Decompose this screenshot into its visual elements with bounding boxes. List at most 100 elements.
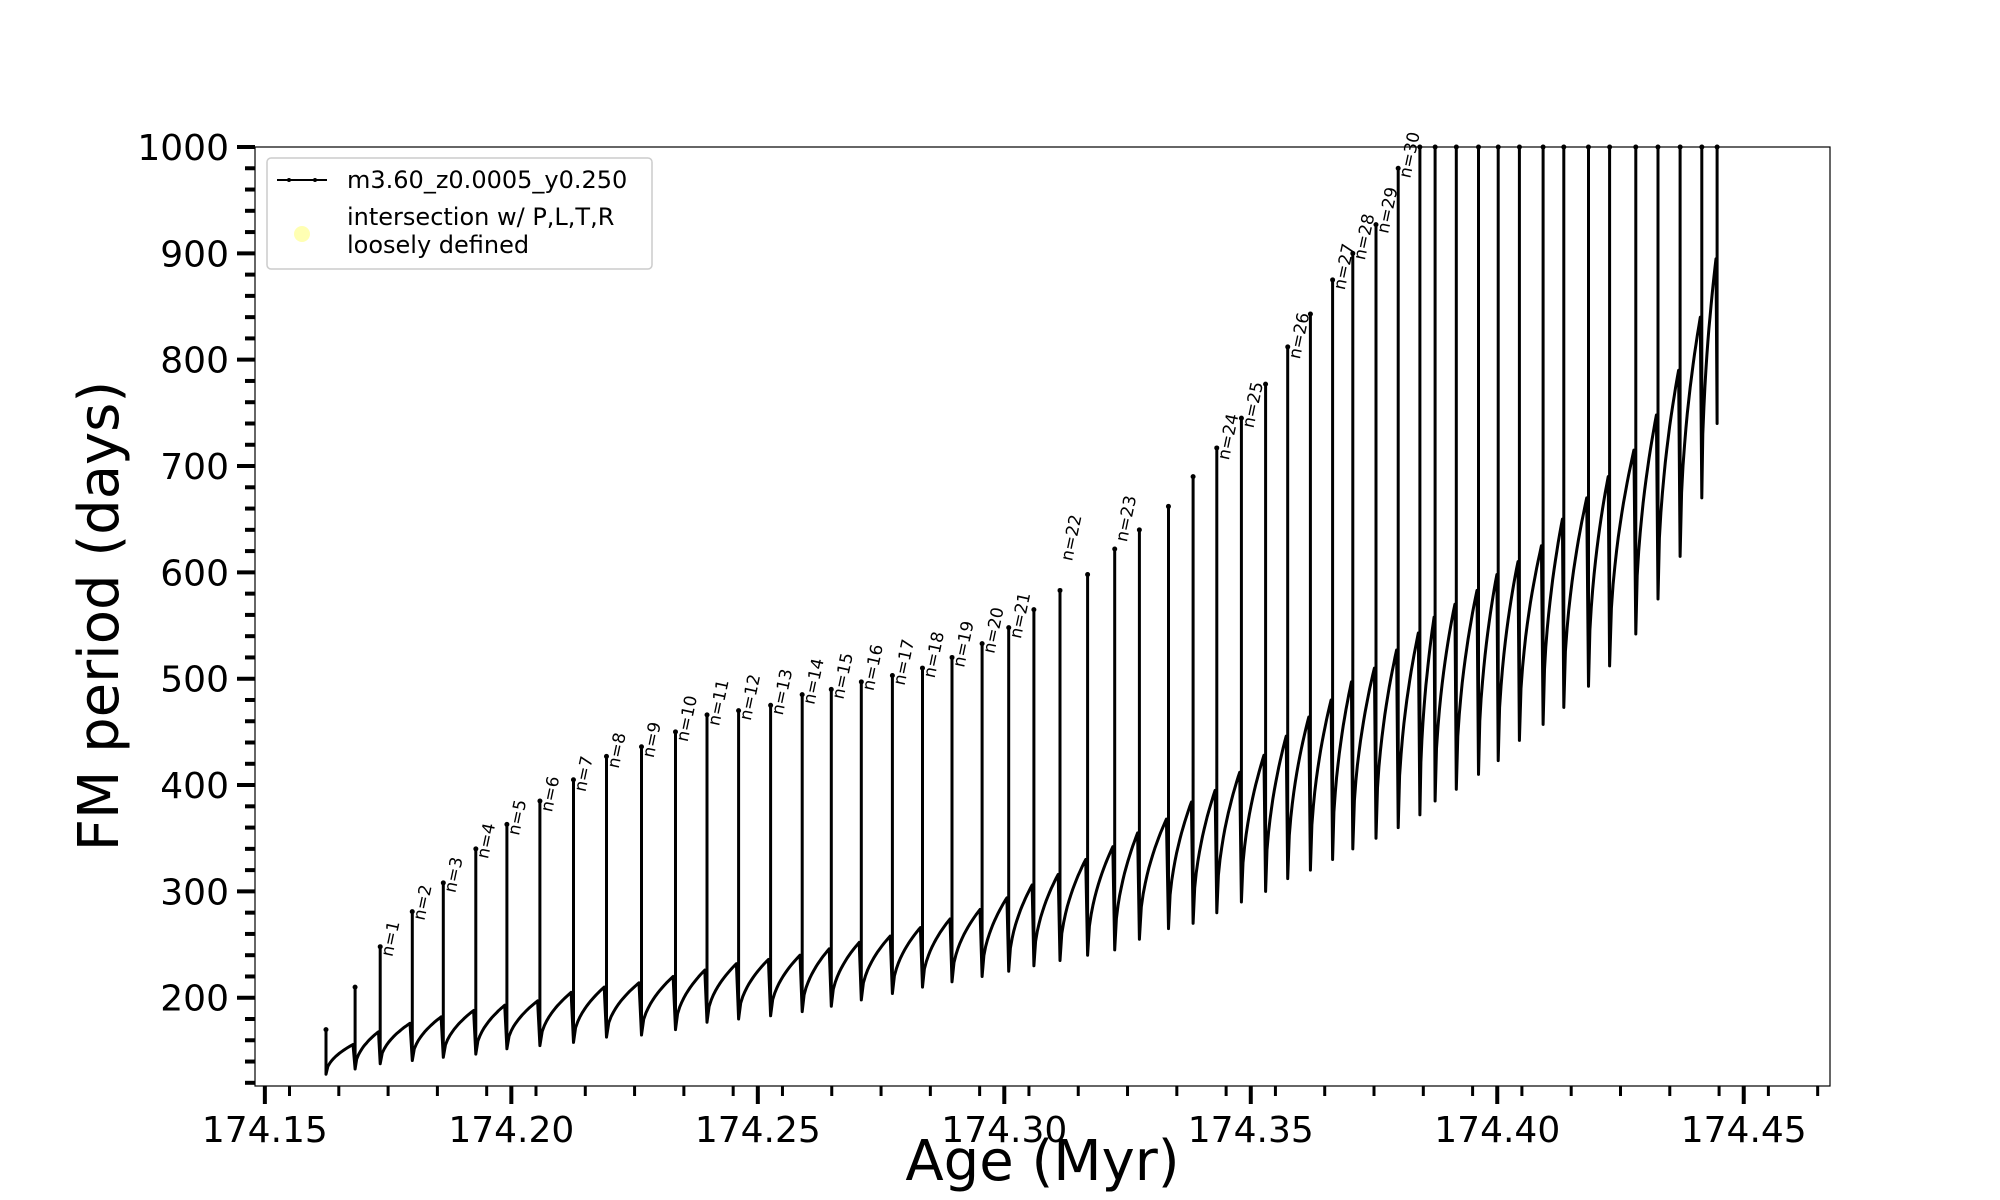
pulse-peak-point [1476,144,1482,150]
legend: m3.60_z0.0005_y0.250 intersection w/ P,L… [266,157,653,270]
pulse-peak-point [1307,311,1313,317]
pulse-peak-point [1395,165,1401,171]
y-axis: 200 300 400 500 600 700 800 900 1000 [137,128,255,1085]
x-tick-label: 174.40 [1434,1110,1560,1151]
pulse-label: n=21 [1006,591,1035,641]
pulse-peak-point [570,777,576,783]
legend-box [266,157,653,270]
pulse-label: n=4 [473,821,500,860]
pulse-peak-point [1432,144,1438,150]
pulse-peak-point [889,673,895,679]
pulse-label: n=12 [736,672,765,722]
pulse-peak-point [1190,474,1196,480]
pulse-label: n=13 [768,667,797,717]
x-tick-label: 174.15 [202,1110,328,1151]
pulse-peak-point [1516,144,1522,150]
pulse-peak-point [504,821,510,827]
legend-line-dot [287,178,291,182]
pulse-peak-point [1165,503,1171,509]
x-tick-label: 174.45 [1681,1110,1807,1151]
pulse-peak-point [638,744,644,750]
pulse-peak-point [704,712,710,718]
pulse-label: n=7 [571,754,598,793]
pulse-peak-point [377,944,383,950]
pulse-peak-point [409,909,415,915]
pulse-peak-point [1112,546,1118,552]
y-tick-label: 900 [160,234,229,275]
pulse-peak-point [828,686,834,692]
pulse-peak-point [1373,222,1379,228]
y-axis-title: FM period (days) [67,381,132,851]
pulse-label: n=14 [800,657,829,707]
pulse-peak-point [1057,587,1063,593]
pulse-peak-point [440,880,446,886]
pulse-peak-point [1031,607,1037,613]
pulse-peak-point [672,729,678,735]
x-tick-label: 174.30 [941,1110,1067,1151]
pulse-label: n=17 [890,637,919,687]
pulse-peak-point [1417,144,1423,150]
pulse-peak-point [736,708,742,714]
pulse-label: n=20 [979,605,1008,655]
pulse-peak-point [1214,445,1220,451]
x-axis: 174.15 174.20 174.25 174.30 174.35 174.40 174.… [202,1086,1820,1151]
y-tick-label: 800 [160,341,229,382]
pulse-peak-point [1285,344,1291,350]
pulse-label: n=2 [410,883,437,922]
series-line [324,145,1719,1076]
pulse-peak-point [1453,144,1459,150]
pulse-label: n=23 [1112,494,1141,544]
legend-label-series: m3.60_z0.0005_y0.250 [347,166,627,194]
y-tick-label: 700 [160,447,229,488]
y-tick-label: 600 [160,553,229,594]
y-tick-label: 400 [160,766,229,807]
pulse-peak-point [1699,144,1705,150]
pulse-label: n=15 [829,651,858,701]
legend-label-intersection: intersection w/ P,L,T,R [347,203,614,231]
pulse-label: n=18 [920,630,949,680]
pulse-label: n=24 [1214,412,1243,462]
pulse-peak-point [1607,144,1613,150]
y-tick-label: 1000 [137,128,229,169]
pulse-label: n=16 [859,643,888,693]
x-axis-title: Age (Myr) [905,1129,1179,1194]
legend-label-intersection-line2: loosely defined [347,231,529,259]
x-tick-label: 174.20 [448,1110,574,1151]
pulse-label: n=6 [537,775,564,814]
pulse-peak-point [1136,527,1142,533]
pulse-peak-point [352,984,358,990]
pulse-peak-point [919,665,925,671]
plot-area [254,146,1831,1087]
pulse-label: n=19 [949,619,978,669]
y-tick-label: 200 [160,979,229,1020]
pulse-peak-point [473,846,479,852]
pulse-peak-point [768,702,774,708]
pulse-label: n=9 [639,720,666,759]
pulse-label: n=22 [1057,513,1086,563]
pulse-peak-point [1561,144,1567,150]
x-tick-label: 174.35 [1188,1110,1314,1151]
pulse-peak-point [1633,144,1639,150]
pulse-peak-point [1655,144,1661,150]
pulse-label: n=1 [378,919,405,958]
pulse-peak-point [949,654,955,660]
pulse-label: n=11 [704,678,733,728]
pulse-peak-point [1495,144,1501,150]
pulse-label: n=5 [504,798,531,837]
pulse-peak-point [1540,144,1546,150]
pulse-peak-point [979,641,985,647]
pulse-peak-point [1085,571,1091,577]
pulse-peak-point [1330,277,1336,283]
pulse-peak-point [799,692,805,698]
pulse-peak-point [603,753,609,759]
y-tick-label: 500 [160,660,229,701]
pulse-peak-point [323,1027,329,1033]
pulse-peak-point [1350,250,1356,256]
pulse-peak-point [1006,625,1012,631]
pulse-peak-point [1677,144,1683,150]
pulse-label: n=10 [673,694,702,744]
y-tick-label: 300 [160,872,229,913]
pulse-peak-point [1263,381,1269,387]
pulse-peak-point [1585,144,1591,150]
